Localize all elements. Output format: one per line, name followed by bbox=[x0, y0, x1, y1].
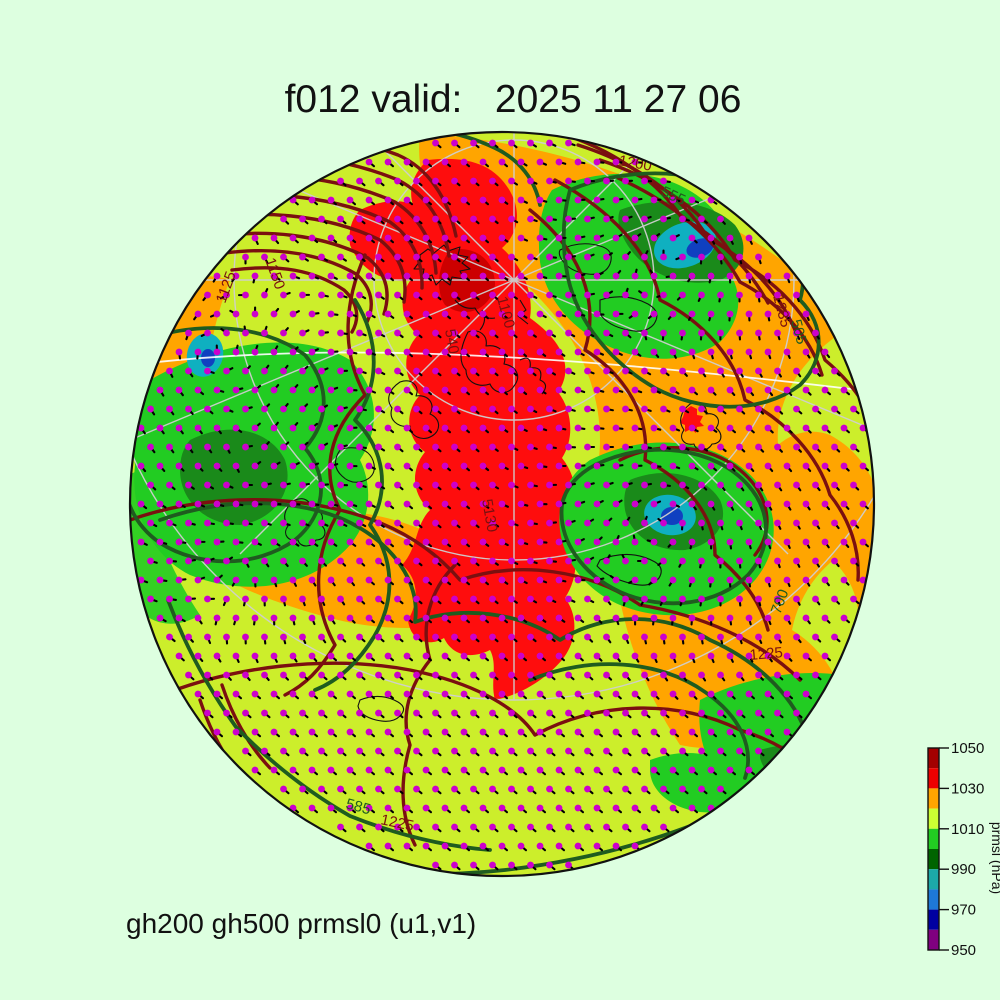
svg-text:1010: 1010 bbox=[951, 821, 984, 838]
svg-text:990: 990 bbox=[951, 861, 976, 878]
svg-text:1050: 1050 bbox=[951, 740, 984, 757]
svg-text:prmsl (hPa): prmsl (hPa) bbox=[989, 822, 1000, 894]
svg-text:970: 970 bbox=[951, 902, 976, 919]
svg-text:950: 950 bbox=[951, 942, 976, 959]
svg-text:1030: 1030 bbox=[951, 780, 984, 797]
